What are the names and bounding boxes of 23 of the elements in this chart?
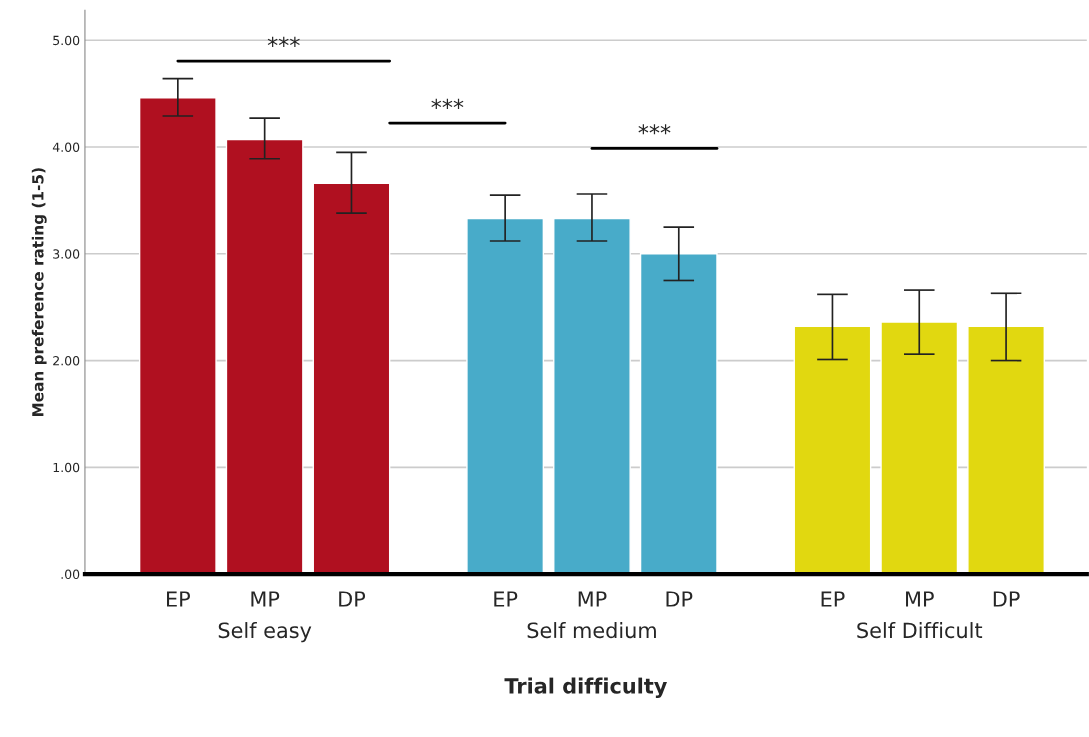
x-tick-label: EP: [821, 591, 845, 607]
y-tick-label: 1.00: [53, 462, 80, 473]
y-tick-label: 2.00: [53, 356, 80, 366]
annotation: ***: [431, 98, 464, 109]
annotation: ***: [638, 124, 671, 135]
annotation: ***: [267, 36, 300, 47]
text: Self easy: [218, 622, 312, 643]
x-tick-label: DP: [993, 591, 1020, 607]
y-tick-label: 5.00: [53, 35, 80, 46]
x-tick-label: DP: [666, 591, 693, 607]
x-axis-title: Trial difficulty: [504, 677, 667, 698]
y-axis-title: Mean preference rating (1-5): [31, 168, 47, 417]
x-tick-label: EP: [167, 591, 190, 607]
text: Self Difficult: [857, 622, 983, 639]
x-tick-label: MP: [578, 591, 607, 607]
x-tick-label: MP: [251, 591, 280, 607]
y-tick-label: 4.00: [52, 142, 80, 152]
text: Self medium: [527, 622, 656, 639]
x-tick-label: EP: [494, 591, 518, 607]
x-tick-label: DP: [339, 591, 366, 607]
x-tick-label: MP: [906, 591, 934, 607]
y-tick-label: 3.00: [53, 249, 80, 259]
y-tick-label: .00: [61, 569, 80, 580]
